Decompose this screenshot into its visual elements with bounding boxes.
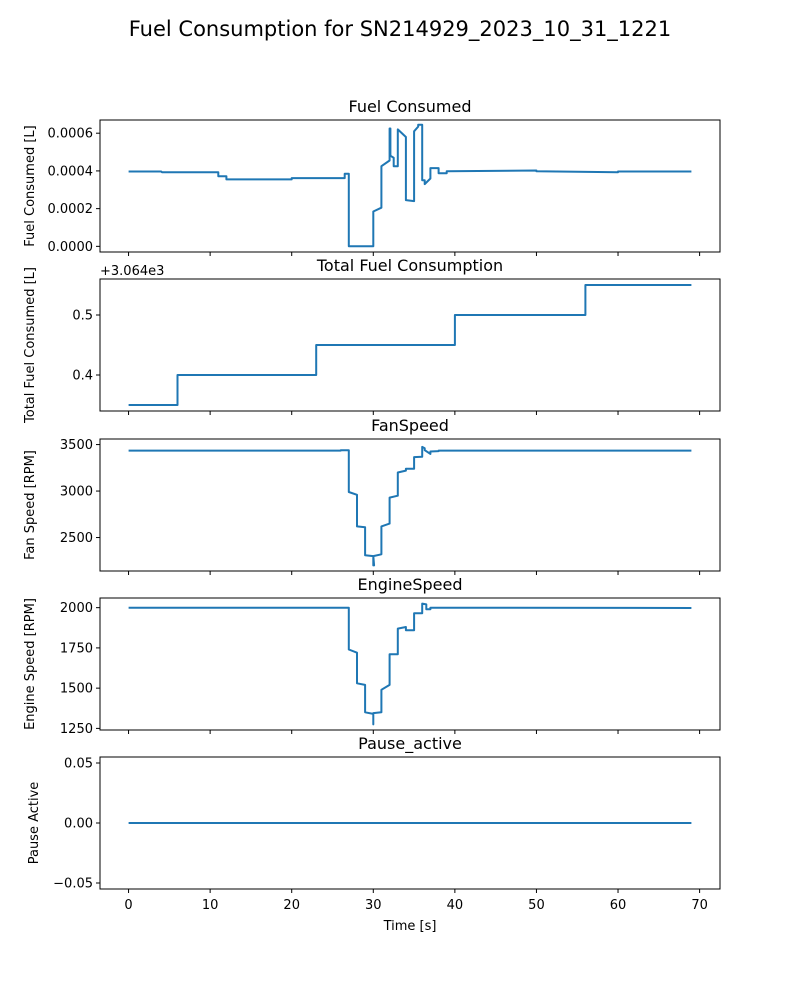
engine-speed-axes-frame — [99, 597, 721, 731]
total-fuel-series-line — [128, 284, 692, 406]
y-tick-label: 1750 — [60, 641, 93, 656]
subplot-total-fuel: Total Fuel Consumption 0.4 0.5 +3.064e3 Tota… — [23, 256, 721, 424]
x-tick-label: 40 — [447, 898, 464, 913]
fan-speed-series-line — [128, 445, 692, 567]
engine-speed-series-line — [128, 602, 692, 726]
total-fuel-offset-label: +3.064e3 — [100, 264, 164, 279]
subplots: Fuel Consumed 0.0000 0.0002 0.0004 0.0006 Fue… — [23, 97, 721, 913]
subplot-engine-speed: EngineSpeed 1250 1500 1750 2000 Engine Speed … — [23, 575, 721, 737]
total-fuel-y-axis-label: Total Fuel Consumed [L] — [23, 267, 38, 424]
x-tick-label: 50 — [528, 898, 545, 913]
subplot-fuel-consumed: Fuel Consumed 0.0000 0.0002 0.0004 0.0006 Fue… — [23, 97, 721, 256]
total-fuel-axes-frame — [99, 278, 721, 412]
pause-active-title: Pause_active — [358, 734, 462, 754]
y-tick-label: 3500 — [60, 438, 93, 453]
fuel-consumed-title: Fuel Consumed — [348, 97, 471, 116]
y-tick-label: 0.00 — [64, 817, 93, 832]
y-tick-label: 0.5 — [72, 309, 93, 324]
total-fuel-title: Total Fuel Consumption — [316, 256, 503, 275]
figure-title: Fuel Consumption for SN214929_2023_10_31… — [129, 17, 672, 42]
fan-speed-y-axis-label: Fan Speed [RPM] — [23, 450, 38, 560]
y-tick-label: 0.4 — [72, 369, 93, 384]
engine-speed-y-axis-label: Engine Speed [RPM] — [23, 598, 38, 730]
y-tick-label: 1250 — [60, 722, 93, 737]
y-tick-label: 0.05 — [64, 757, 93, 772]
y-tick-label: 0.0000 — [48, 240, 94, 255]
y-tick-label: 2000 — [60, 601, 93, 616]
pause-active-y-axis-label: Pause Active — [27, 782, 42, 865]
x-tick-label: 60 — [610, 898, 627, 913]
x-tick-label: 20 — [283, 898, 300, 913]
subplot-fan-speed: FanSpeed 2500 3000 3500 Fan Speed [RPM] — [23, 416, 721, 575]
subplot-pause-active: Pause_active −0.05 0.00 0.05 0 10 20 30 40 50 60 70… — [27, 734, 721, 913]
x-tick-label: 70 — [691, 898, 708, 913]
y-tick-label: 0.0004 — [48, 164, 94, 179]
x-axis-label: Time [s] — [383, 919, 437, 934]
fuel-consumed-axes-frame — [99, 119, 721, 253]
fan-speed-title: FanSpeed — [371, 416, 449, 435]
y-tick-label: 0.0006 — [48, 127, 94, 142]
y-tick-label: 0.0002 — [48, 202, 94, 217]
fan-speed-axes-frame — [99, 438, 721, 572]
fuel-consumed-series-line — [128, 123, 692, 248]
y-tick-label: 1500 — [60, 682, 93, 697]
fuel-consumed-y-axis-label: Fuel Consumed [L] — [23, 125, 38, 246]
x-tick-label: 0 — [124, 898, 132, 913]
y-tick-label: 3000 — [60, 485, 93, 500]
engine-speed-title: EngineSpeed — [358, 575, 463, 594]
y-tick-label: −0.05 — [53, 877, 93, 892]
x-tick-label: 10 — [202, 898, 219, 913]
y-tick-label: 2500 — [60, 531, 93, 546]
pause-active-axes-frame — [99, 756, 721, 890]
x-tick-label: 30 — [365, 898, 382, 913]
